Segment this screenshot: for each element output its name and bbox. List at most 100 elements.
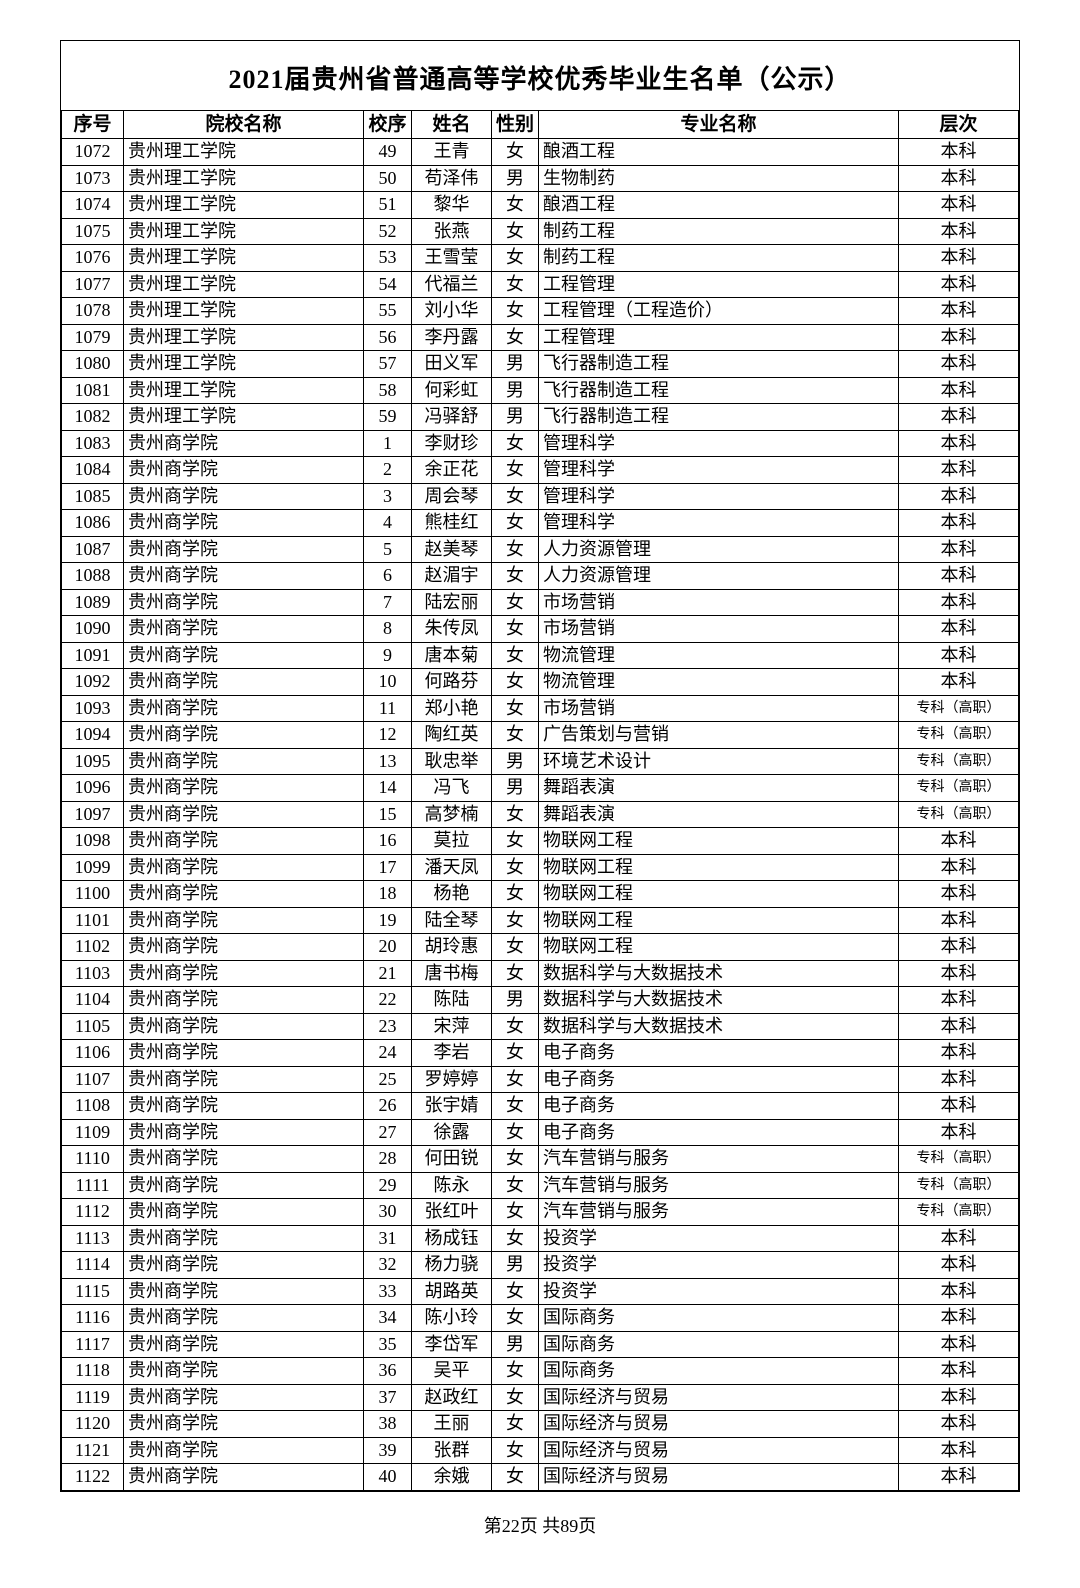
cell-major: 国际经济与贸易 xyxy=(539,1464,899,1491)
cell-schseq: 9 xyxy=(364,642,412,669)
cell-schseq: 34 xyxy=(364,1305,412,1332)
cell-school: 贵州商学院 xyxy=(124,616,364,643)
cell-schseq: 55 xyxy=(364,298,412,325)
cell-gender: 女 xyxy=(492,854,539,881)
table-row: 1108贵州商学院26张宇婧女电子商务本科 xyxy=(62,1093,1019,1120)
cell-gender: 女 xyxy=(492,934,539,961)
cell-gender: 女 xyxy=(492,1411,539,1438)
table-row: 1093贵州商学院11郑小艳女市场营销专科（高职） xyxy=(62,695,1019,722)
cell-school: 贵州商学院 xyxy=(124,1066,364,1093)
cell-school: 贵州商学院 xyxy=(124,1013,364,1040)
cell-seq: 1117 xyxy=(62,1331,124,1358)
cell-level: 本科 xyxy=(899,669,1019,696)
table-row: 1103贵州商学院21唐书梅女数据科学与大数据技术本科 xyxy=(62,960,1019,987)
cell-gender: 女 xyxy=(492,218,539,245)
table-row: 1081贵州理工学院58何彩虹男飞行器制造工程本科 xyxy=(62,377,1019,404)
cell-schseq: 39 xyxy=(364,1437,412,1464)
cell-schseq: 15 xyxy=(364,801,412,828)
cell-seq: 1109 xyxy=(62,1119,124,1146)
cell-seq: 1107 xyxy=(62,1066,124,1093)
cell-name: 周会琴 xyxy=(412,483,492,510)
cell-schseq: 29 xyxy=(364,1172,412,1199)
cell-schseq: 35 xyxy=(364,1331,412,1358)
cell-major: 国际商务 xyxy=(539,1358,899,1385)
cell-name: 杨力骁 xyxy=(412,1252,492,1279)
cell-major: 数据科学与大数据技术 xyxy=(539,960,899,987)
cell-level: 本科 xyxy=(899,139,1019,166)
cell-schseq: 22 xyxy=(364,987,412,1014)
cell-gender: 女 xyxy=(492,510,539,537)
cell-name: 陶红英 xyxy=(412,722,492,749)
cell-schseq: 37 xyxy=(364,1384,412,1411)
table-row: 1074贵州理工学院51黎华女酿酒工程本科 xyxy=(62,192,1019,219)
cell-major: 舞蹈表演 xyxy=(539,801,899,828)
cell-gender: 女 xyxy=(492,722,539,749)
cell-seq: 1082 xyxy=(62,404,124,431)
cell-schseq: 6 xyxy=(364,563,412,590)
cell-gender: 男 xyxy=(492,404,539,431)
cell-name: 胡玲惠 xyxy=(412,934,492,961)
cell-name: 陈陆 xyxy=(412,987,492,1014)
cell-school: 贵州商学院 xyxy=(124,828,364,855)
cell-name: 李岱军 xyxy=(412,1331,492,1358)
cell-level: 本科 xyxy=(899,828,1019,855)
table-row: 1106贵州商学院24李岩女电子商务本科 xyxy=(62,1040,1019,1067)
table-row: 1099贵州商学院17潘天凤女物联网工程本科 xyxy=(62,854,1019,881)
col-header-level: 层次 xyxy=(899,111,1019,139)
cell-name: 黎华 xyxy=(412,192,492,219)
table-header: 序号 院校名称 校序 姓名 性别 专业名称 层次 xyxy=(62,111,1019,139)
cell-schseq: 2 xyxy=(364,457,412,484)
cell-major: 电子商务 xyxy=(539,1119,899,1146)
cell-gender: 女 xyxy=(492,1013,539,1040)
cell-school: 贵州商学院 xyxy=(124,722,364,749)
cell-major: 制药工程 xyxy=(539,245,899,272)
cell-name: 冯飞 xyxy=(412,775,492,802)
table-row: 1101贵州商学院19陆全琴女物联网工程本科 xyxy=(62,907,1019,934)
cell-schseq: 59 xyxy=(364,404,412,431)
cell-level: 本科 xyxy=(899,881,1019,908)
cell-schseq: 21 xyxy=(364,960,412,987)
cell-schseq: 16 xyxy=(364,828,412,855)
cell-school: 贵州商学院 xyxy=(124,510,364,537)
table-row: 1090贵州商学院8朱传凤女市场营销本科 xyxy=(62,616,1019,643)
cell-seq: 1121 xyxy=(62,1437,124,1464)
table-row: 1088贵州商学院6赵湄宇女人力资源管理本科 xyxy=(62,563,1019,590)
cell-major: 市场营销 xyxy=(539,616,899,643)
cell-schseq: 23 xyxy=(364,1013,412,1040)
cell-level: 本科 xyxy=(899,1305,1019,1332)
cell-major: 市场营销 xyxy=(539,695,899,722)
cell-name: 余正花 xyxy=(412,457,492,484)
table-row: 1094贵州商学院12陶红英女广告策划与营销专科（高职） xyxy=(62,722,1019,749)
cell-schseq: 24 xyxy=(364,1040,412,1067)
cell-name: 陆宏丽 xyxy=(412,589,492,616)
cell-gender: 女 xyxy=(492,192,539,219)
col-header-name: 姓名 xyxy=(412,111,492,139)
cell-level: 本科 xyxy=(899,616,1019,643)
cell-name: 王雪莹 xyxy=(412,245,492,272)
cell-major: 舞蹈表演 xyxy=(539,775,899,802)
cell-schseq: 57 xyxy=(364,351,412,378)
cell-school: 贵州理工学院 xyxy=(124,377,364,404)
cell-gender: 女 xyxy=(492,881,539,908)
cell-seq: 1087 xyxy=(62,536,124,563)
cell-level: 本科 xyxy=(899,1358,1019,1385)
cell-level: 本科 xyxy=(899,218,1019,245)
cell-level: 本科 xyxy=(899,1331,1019,1358)
cell-major: 飞行器制造工程 xyxy=(539,351,899,378)
cell-name: 张宇婧 xyxy=(412,1093,492,1120)
cell-school: 贵州商学院 xyxy=(124,881,364,908)
cell-level: 专科（高职） xyxy=(899,801,1019,828)
cell-gender: 男 xyxy=(492,377,539,404)
cell-school: 贵州商学院 xyxy=(124,563,364,590)
cell-seq: 1108 xyxy=(62,1093,124,1120)
cell-gender: 女 xyxy=(492,430,539,457)
cell-gender: 女 xyxy=(492,907,539,934)
cell-level: 专科（高职） xyxy=(899,722,1019,749)
cell-school: 贵州商学院 xyxy=(124,854,364,881)
table-row: 1120贵州商学院38王丽女国际经济与贸易本科 xyxy=(62,1411,1019,1438)
cell-gender: 女 xyxy=(492,1464,539,1491)
cell-name: 杨成钰 xyxy=(412,1225,492,1252)
cell-seq: 1115 xyxy=(62,1278,124,1305)
cell-level: 本科 xyxy=(899,377,1019,404)
cell-gender: 女 xyxy=(492,1225,539,1252)
